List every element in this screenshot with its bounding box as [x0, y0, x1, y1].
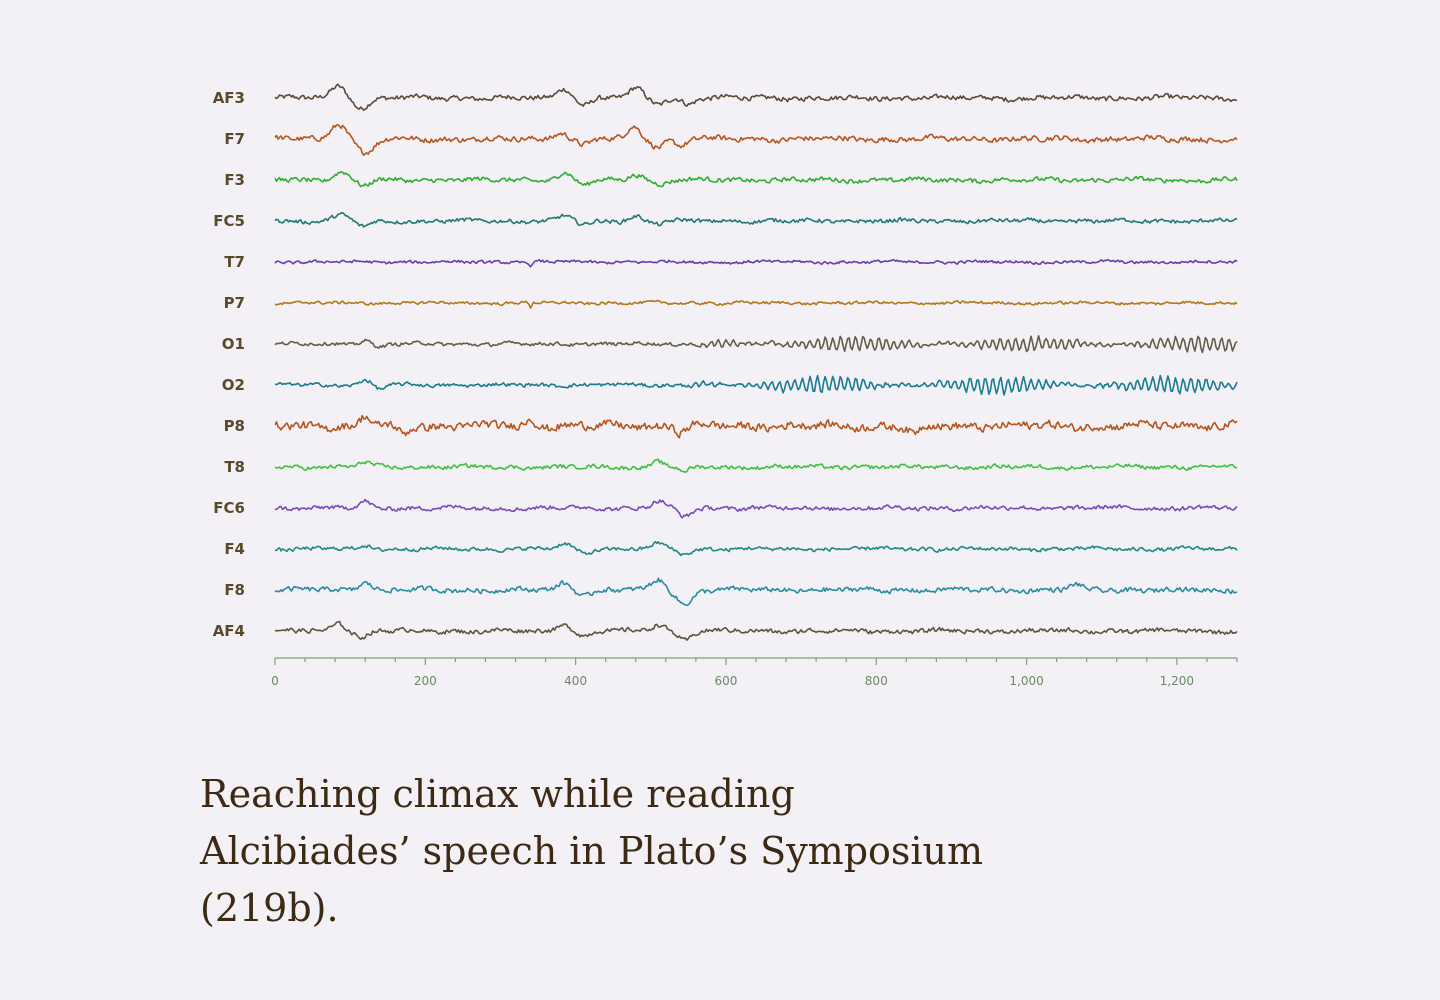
channel-label-f3: F3: [224, 171, 245, 189]
x-tick-label: 1,200: [1160, 674, 1194, 688]
channel-label-t8: T8: [224, 458, 245, 476]
figure-caption: Reaching climax while reading Alcibiades…: [200, 766, 1200, 937]
channel-trace-af4: [274, 620, 1238, 641]
channel-label-f4: F4: [224, 540, 245, 558]
channel-label-p7: P7: [224, 294, 245, 312]
channel-label-o2: O2: [222, 376, 245, 394]
channel-trace-f4: [274, 540, 1238, 557]
channel-labels: AF3 F7 F3 FC5 T7 P7 O1 O2 P8 T8 FC6 F4 F8 AF4: [213, 89, 245, 640]
channel-trace-fc5: [274, 212, 1238, 228]
channel-trace-o2: [275, 374, 1238, 396]
channel-trace-t7: [274, 259, 1238, 268]
x-tick-label: 0: [271, 674, 279, 688]
channel-trace-f8: [274, 577, 1238, 607]
channel-trace-fc6: [274, 498, 1238, 519]
channel-trace-f3: [274, 170, 1238, 188]
channel-label-p8: P8: [224, 417, 245, 435]
channel-label-f7: F7: [224, 130, 245, 148]
channel-trace-p7: [274, 299, 1238, 309]
channel-label-fc6: FC6: [213, 499, 245, 517]
channel-traces: [274, 83, 1238, 641]
channel-label-o1: O1: [222, 335, 245, 353]
x-axis: 0 200 400 600 800 1,000 1,200: [271, 657, 1238, 688]
channel-trace-t8: [274, 458, 1238, 473]
channel-label-t7: T7: [224, 253, 245, 271]
x-tick-label: 600: [714, 674, 737, 688]
caption-line-3: (219b).: [200, 886, 339, 930]
channel-label-fc5: FC5: [213, 212, 245, 230]
channel-trace-f7: [274, 124, 1238, 156]
channel-trace-af3: [274, 83, 1238, 111]
channel-label-af3: AF3: [213, 89, 245, 107]
channel-label-af4: AF4: [213, 622, 245, 640]
channel-trace-o1: [274, 335, 1238, 354]
caption-line-1: Reaching climax while reading: [200, 772, 795, 816]
x-tick-label: 400: [564, 674, 587, 688]
x-tick-label: 800: [865, 674, 888, 688]
channel-trace-p8: [274, 414, 1238, 439]
channel-label-f8: F8: [224, 581, 245, 599]
x-tick-label: 1,000: [1009, 674, 1043, 688]
caption-line-2: Alcibiades’ speech in Plato’s Symposium: [200, 829, 984, 873]
x-tick-label: 200: [414, 674, 437, 688]
eeg-chart: AF3 F7 F3 FC5 T7 P7 O1 O2 P8 T8 FC6 F4 F8 AF4 0 200 400…: [213, 83, 1238, 688]
